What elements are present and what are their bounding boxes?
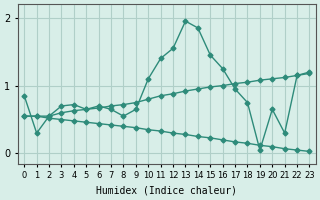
X-axis label: Humidex (Indice chaleur): Humidex (Indice chaleur): [96, 186, 237, 196]
